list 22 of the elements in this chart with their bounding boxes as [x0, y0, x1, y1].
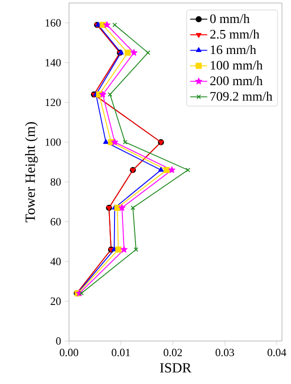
y-tick-label: 160 [46, 19, 61, 27]
legend-label: 2.5 mm/h [210, 29, 260, 39]
y-tick-label: 20 [50, 298, 61, 305]
y-tick-label: 100 [46, 138, 61, 146]
x-tick-label: 0.00 [60, 348, 78, 356]
y-tick-label: 120 [46, 98, 61, 106]
legend-label: 100 mm/h [210, 60, 263, 70]
x-tick-label: 0.02 [164, 348, 182, 356]
legend-label: 16 mm/h [210, 45, 256, 54]
x-axis-title: ISDR [160, 363, 192, 373]
y-tick-label: 140 [46, 58, 61, 66]
y-tick-label: 80 [50, 178, 61, 186]
x-tick-label: 0.04 [268, 348, 286, 356]
x-tick-label: 0.03 [216, 348, 234, 356]
y-tick-label: 60 [50, 218, 61, 226]
legend-label: 709.2 mm/h [210, 92, 272, 101]
legend-label: 200 mm/h [210, 76, 263, 86]
legend-label: 0 mm/h [210, 14, 250, 24]
y-axis-title: Tower Height (m) [25, 122, 38, 222]
y-tick-label: 40 [50, 258, 61, 266]
x-tick-label: 0.01 [112, 348, 130, 356]
y-tick-label: 0 [56, 337, 61, 345]
